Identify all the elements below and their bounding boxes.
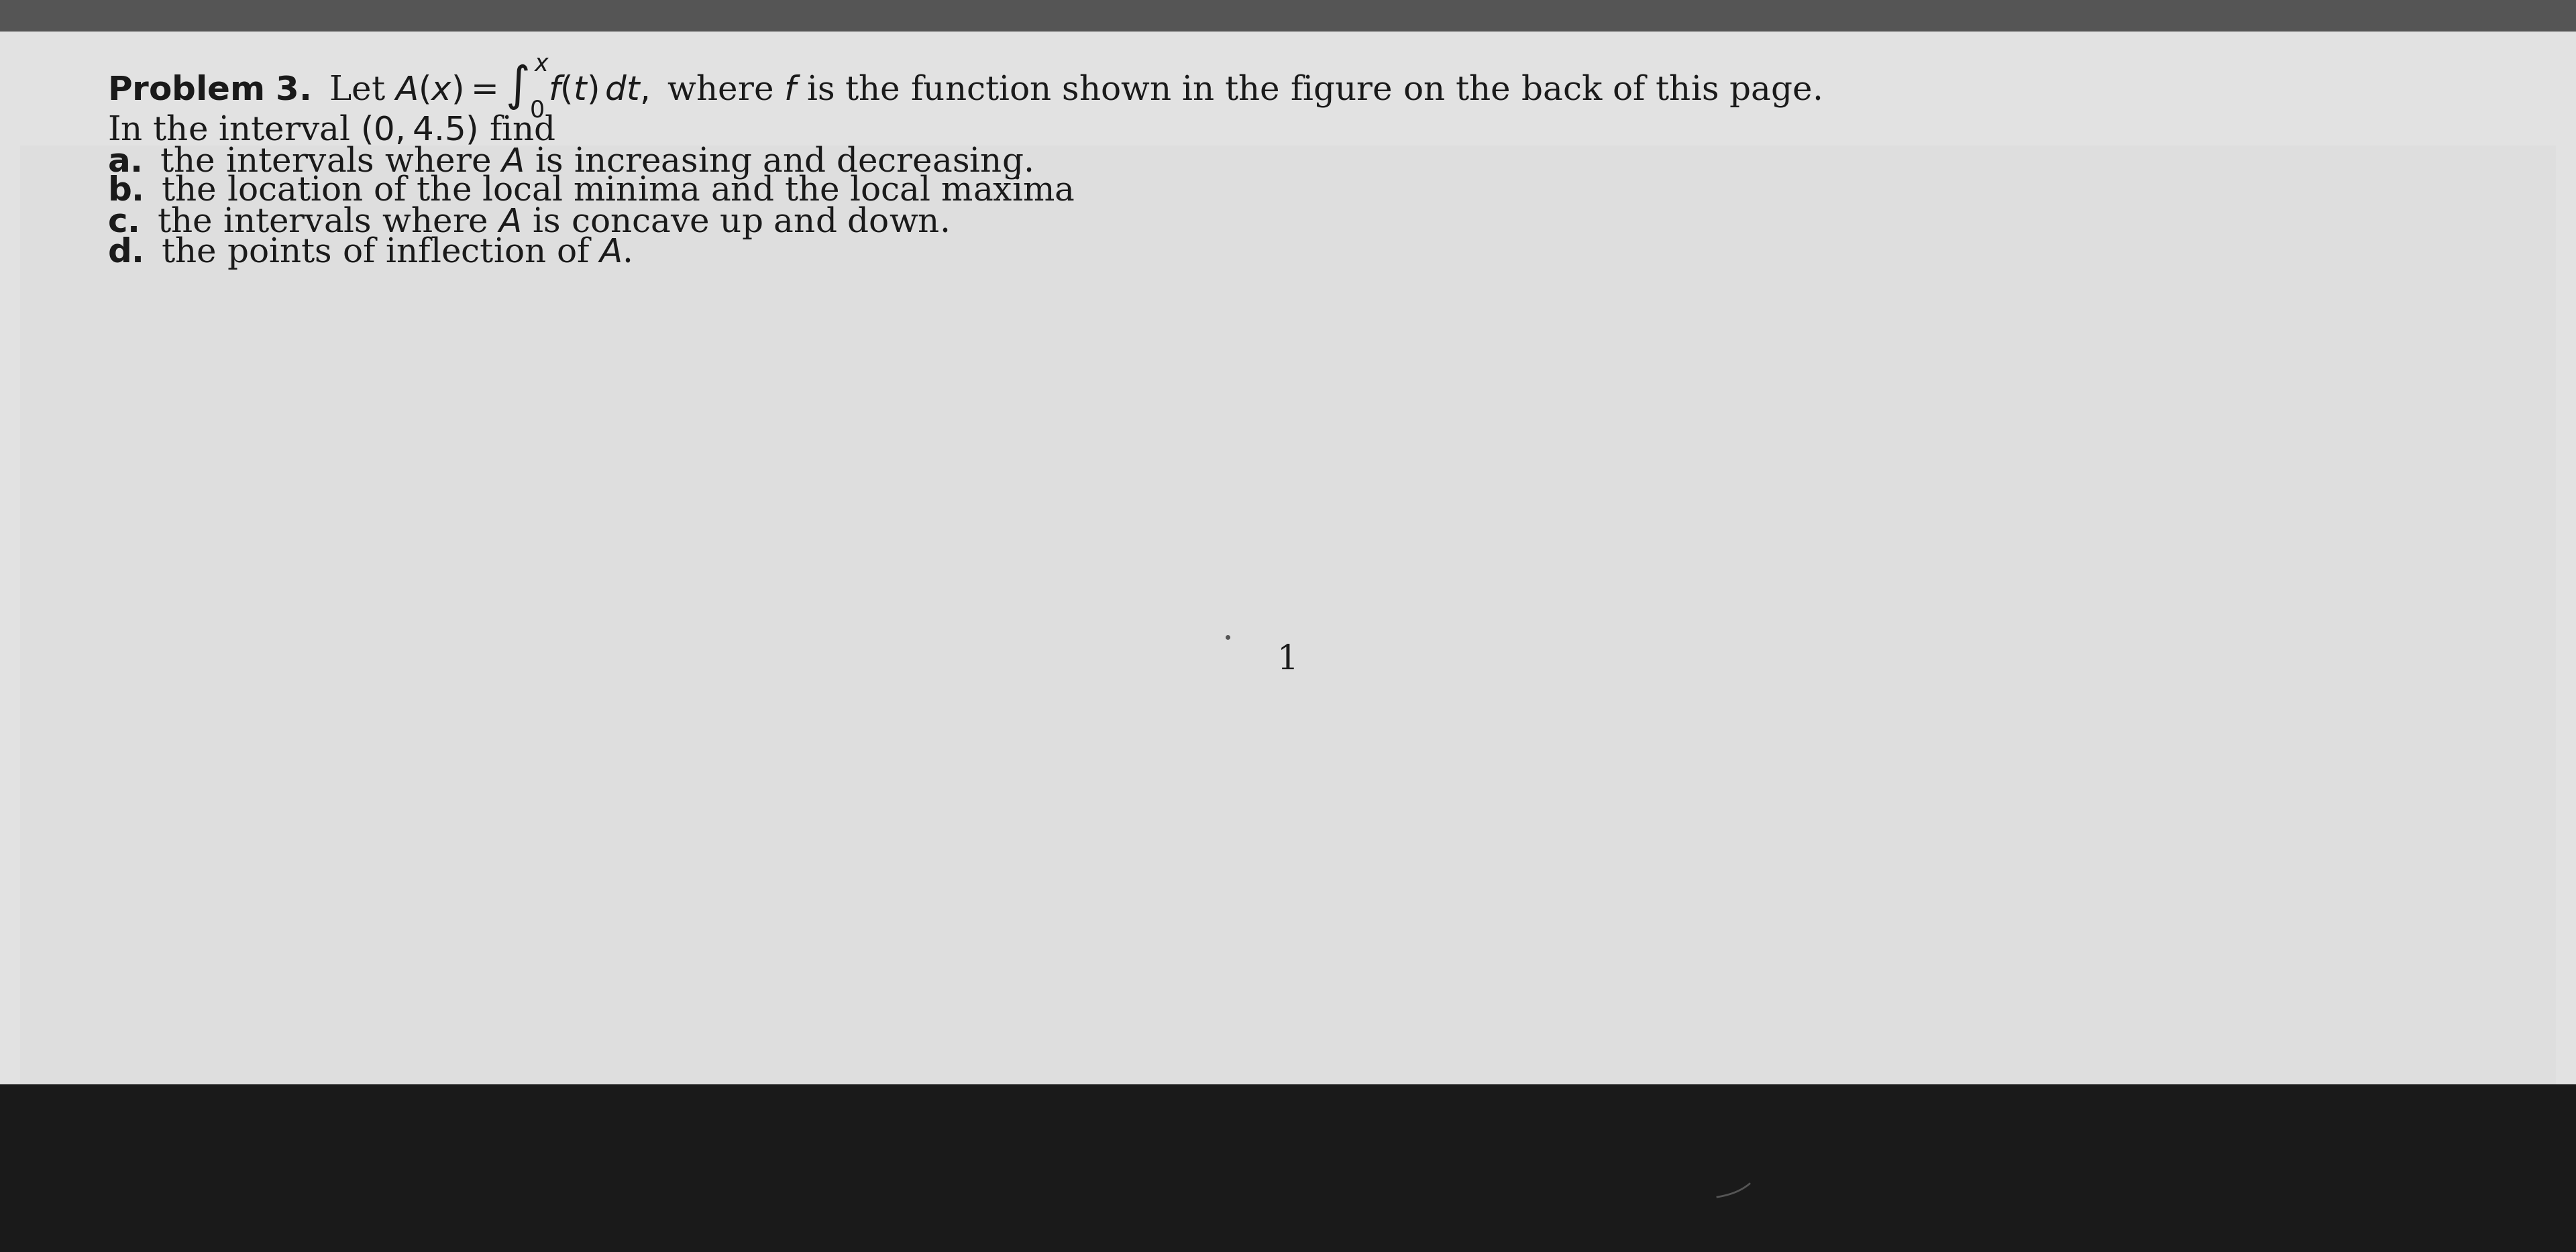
Text: $\mathbf{a.}$ the intervals where $A$ is increasing and decreasing.: $\mathbf{a.}$ the intervals where $A$ is…	[108, 144, 1033, 180]
Text: $\mathbf{Problem\ 3.}$ Let $A(x) = \int_0^x f(t)\, dt,$ where $f$ is the functio: $\mathbf{Problem\ 3.}$ Let $A(x) = \int_…	[108, 58, 1821, 120]
Text: In the interval $(0, 4.5)$ find: In the interval $(0, 4.5)$ find	[108, 114, 556, 148]
Text: $\mathbf{b.}$ the location of the local minima and the local maxima: $\mathbf{b.}$ the location of the local …	[108, 174, 1074, 208]
Text: $\mathbf{c.}$ the intervals where $A$ is concave up and down.: $\mathbf{c.}$ the intervals where $A$ is…	[108, 204, 948, 240]
Text: $\mathbf{d.}$ the points of inflection of $A$.: $\mathbf{d.}$ the points of inflection o…	[108, 234, 631, 270]
Bar	[0, 1084, 2576, 1252]
Bar	[21, 145, 2555, 1118]
Text: 1: 1	[1278, 644, 1298, 677]
Text: $x$: $x$	[670, 4, 688, 28]
Bar	[0, 0, 2576, 31]
